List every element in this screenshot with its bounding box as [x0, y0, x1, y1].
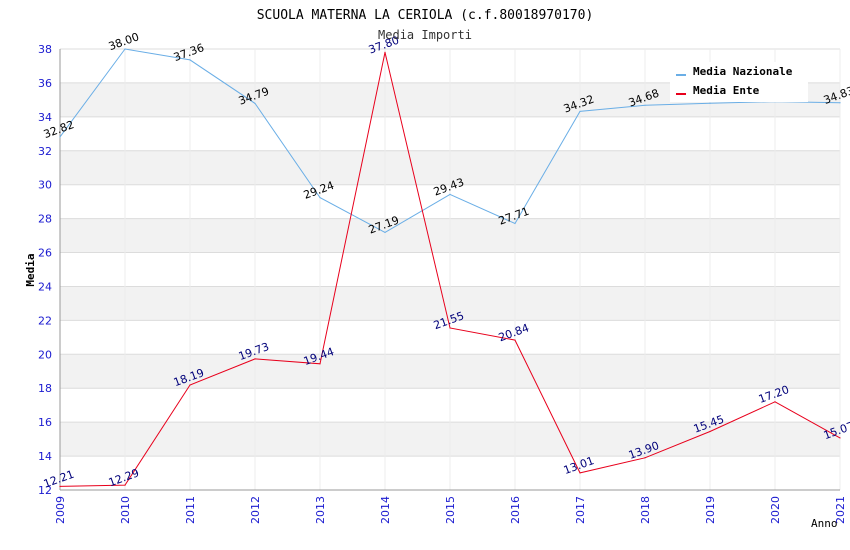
data-point — [319, 196, 321, 199]
x-tick-label: 2016 — [509, 496, 522, 524]
chart-title: SCUOLA MATERNA LA CERIOLA (c.f.800189701… — [257, 8, 594, 23]
y-tick-label: 22 — [38, 314, 52, 327]
data-point — [449, 327, 451, 329]
y-tick-label: 20 — [38, 348, 52, 361]
legend-box — [670, 62, 808, 102]
data-point — [774, 401, 776, 403]
axes — [59, 49, 840, 491]
x-tick-label: 2018 — [639, 496, 652, 524]
data-label: 38.00 — [107, 30, 141, 53]
x-tick-label: 2010 — [119, 496, 132, 524]
x-tick-label: 2020 — [769, 496, 782, 524]
data-point — [644, 457, 646, 459]
data-label: 20.84 — [497, 321, 531, 344]
data-point — [644, 104, 646, 106]
x-tick-label: 2011 — [184, 496, 197, 524]
data-point — [59, 485, 61, 488]
y-tick-label: 28 — [38, 213, 52, 226]
y-tick-label: 26 — [38, 247, 52, 260]
y-tick-label: 30 — [38, 179, 52, 192]
y-tick-labels: 12 14 16 18 20 22 24 26 28 30 32 34 36 38 — [38, 43, 52, 497]
data-point — [384, 231, 386, 233]
data-point — [449, 193, 451, 195]
y-axis-label: Media — [24, 253, 37, 286]
x-tick-label: 2021 — [834, 496, 847, 524]
data-point — [59, 136, 61, 138]
y-tick-label: 24 — [38, 280, 52, 293]
x-axis-label: Anno — [811, 517, 838, 530]
x-tick-label: 2014 — [379, 496, 392, 524]
legend-item-media-ente: Media Ente — [676, 84, 760, 97]
data-point — [514, 222, 516, 225]
data-point — [579, 472, 581, 474]
data-point — [709, 102, 711, 104]
x-tick-label: 2019 — [704, 496, 717, 524]
x-tick-labels: 2009 2010 2011 2012 2013 2014 2015 2016 2017 2018… — [54, 496, 847, 524]
x-tick-label: 2012 — [249, 496, 262, 524]
y-tick-label: 36 — [38, 77, 52, 90]
legend: Media Nazionale Media Ente — [670, 62, 808, 102]
data-point — [709, 430, 711, 433]
data-point — [839, 437, 841, 439]
y-tick-label: 18 — [38, 382, 52, 395]
data-point — [124, 484, 126, 486]
legend-label-media-ente: Media Ente — [693, 84, 760, 97]
data-point — [254, 358, 256, 360]
data-point — [384, 51, 386, 53]
x-tick-label: 2015 — [444, 496, 457, 524]
data-point — [839, 102, 841, 104]
chart-subtitle: Media Importi — [378, 28, 472, 42]
y-tick-label: 14 — [38, 450, 52, 463]
data-point — [579, 110, 581, 113]
y-tick-label: 16 — [38, 416, 52, 429]
data-point — [189, 384, 191, 386]
legend-item-media-nazionale: Media Nazionale — [676, 65, 793, 78]
data-point — [514, 339, 516, 341]
x-tick-label: 2013 — [314, 496, 327, 524]
grid-lines — [59, 48, 841, 491]
data-label: 37.36 — [172, 41, 206, 64]
data-label: 13.01 — [562, 454, 596, 477]
data-point — [319, 363, 321, 365]
data-label: 12.29 — [107, 466, 141, 489]
y-tick-label: 12 — [38, 484, 52, 497]
x-tick-label: 2017 — [574, 496, 587, 524]
data-point — [254, 102, 256, 105]
series-lines — [59, 48, 841, 488]
x-tick-label: 2009 — [54, 496, 67, 524]
y-tick-label: 34 — [38, 111, 52, 124]
data-point — [189, 59, 191, 61]
legend-label-media-nazionale: Media Nazionale — [693, 65, 793, 78]
y-tick-label: 32 — [38, 145, 52, 158]
data-label: 12.21 — [42, 468, 76, 491]
y-tick-label: 38 — [38, 43, 52, 56]
data-point — [124, 48, 126, 50]
